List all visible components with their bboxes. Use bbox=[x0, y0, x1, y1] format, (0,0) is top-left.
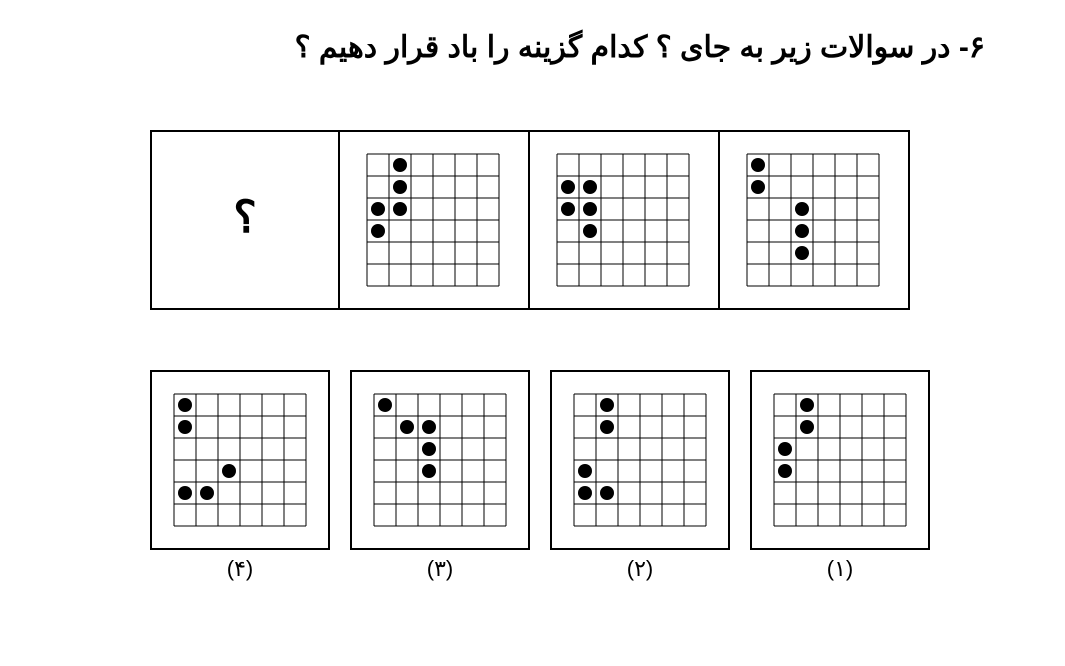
option[interactable]: (۱) bbox=[750, 370, 930, 582]
grid bbox=[352, 372, 528, 548]
option-panel bbox=[350, 370, 530, 550]
grid bbox=[752, 372, 928, 548]
option[interactable]: (۴) bbox=[150, 370, 330, 582]
grid bbox=[152, 372, 328, 548]
option-label: (۴) bbox=[227, 556, 253, 582]
page: ۶- در سوالات زیر به جای ؟ کدام گزینه را … bbox=[0, 0, 1065, 666]
question-text: ۶- در سوالات زیر به جای ؟ کدام گزینه را … bbox=[80, 30, 985, 65]
option[interactable]: (۳) bbox=[350, 370, 530, 582]
question-panel: ؟ bbox=[150, 130, 340, 310]
sequence-row: ؟ bbox=[150, 130, 910, 310]
option-panel bbox=[550, 370, 730, 550]
option-label: (۱) bbox=[827, 556, 853, 582]
option-panel bbox=[750, 370, 930, 550]
sequence-panel bbox=[340, 130, 530, 310]
grid bbox=[340, 132, 526, 308]
option-label: (۳) bbox=[427, 556, 453, 582]
option-panel bbox=[150, 370, 330, 550]
grid bbox=[720, 132, 906, 308]
question-mark: ؟ bbox=[233, 192, 256, 243]
sequence-panel bbox=[720, 130, 910, 310]
option[interactable]: (۲) bbox=[550, 370, 730, 582]
grid bbox=[552, 372, 728, 548]
sequence-panel bbox=[530, 130, 720, 310]
grid bbox=[530, 132, 716, 308]
option-label: (۲) bbox=[627, 556, 653, 582]
options-row: (۴) (۳) (۲) (۱) bbox=[150, 370, 930, 582]
